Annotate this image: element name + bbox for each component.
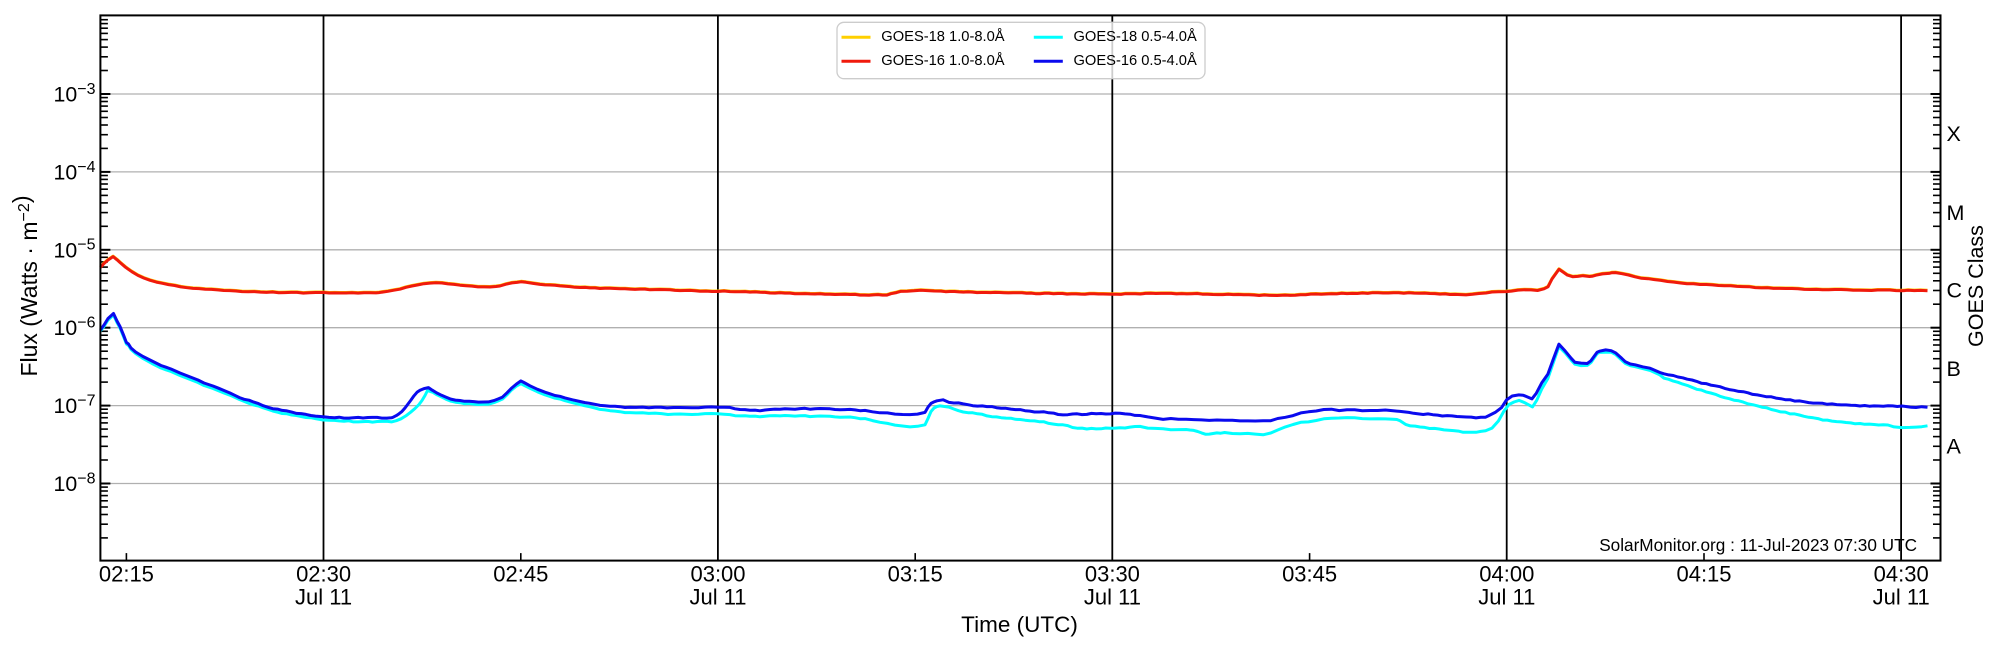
svg-text:GOES-18 1.0-8.0Å: GOES-18 1.0-8.0Å: [881, 28, 1004, 45]
svg-text:04:15: 04:15: [1676, 562, 1731, 587]
svg-text:SolarMonitor.org : 11-Jul-2023: SolarMonitor.org : 11-Jul-2023 07:30 UTC: [1599, 535, 1917, 555]
svg-text:M: M: [1947, 201, 1965, 225]
svg-text:03:30: 03:30: [1085, 562, 1140, 587]
svg-text:A: A: [1947, 435, 1962, 459]
svg-text:B: B: [1947, 357, 1961, 381]
svg-text:10−5: 10−5: [54, 237, 96, 263]
svg-text:04:00: 04:00: [1479, 562, 1534, 587]
svg-text:03:45: 03:45: [1282, 562, 1337, 587]
svg-text:C: C: [1947, 279, 1963, 303]
svg-text:04:30: 04:30: [1874, 562, 1929, 587]
svg-text:Jul 11: Jul 11: [1478, 585, 1535, 610]
svg-text:X: X: [1947, 122, 1961, 146]
svg-text:Jul 11: Jul 11: [295, 585, 352, 610]
svg-text:GOES-18 0.5-4.0Å: GOES-18 0.5-4.0Å: [1074, 28, 1197, 45]
svg-text:Time (UTC): Time (UTC): [961, 612, 1078, 637]
svg-text:GOES-16 0.5-4.0Å: GOES-16 0.5-4.0Å: [1074, 52, 1197, 69]
svg-text:GOES-16 1.0-8.0Å: GOES-16 1.0-8.0Å: [881, 52, 1004, 69]
svg-text:Jul 11: Jul 11: [1873, 585, 1930, 610]
svg-text:GOES Class: GOES Class: [1964, 225, 1988, 347]
svg-text:02:15: 02:15: [99, 562, 154, 587]
svg-text:02:30: 02:30: [296, 562, 351, 587]
svg-text:Jul 11: Jul 11: [1084, 585, 1141, 610]
svg-text:03:15: 03:15: [888, 562, 943, 587]
svg-text:02:45: 02:45: [493, 562, 548, 587]
svg-text:03:00: 03:00: [690, 562, 745, 587]
svg-text:Jul 11: Jul 11: [689, 585, 746, 610]
